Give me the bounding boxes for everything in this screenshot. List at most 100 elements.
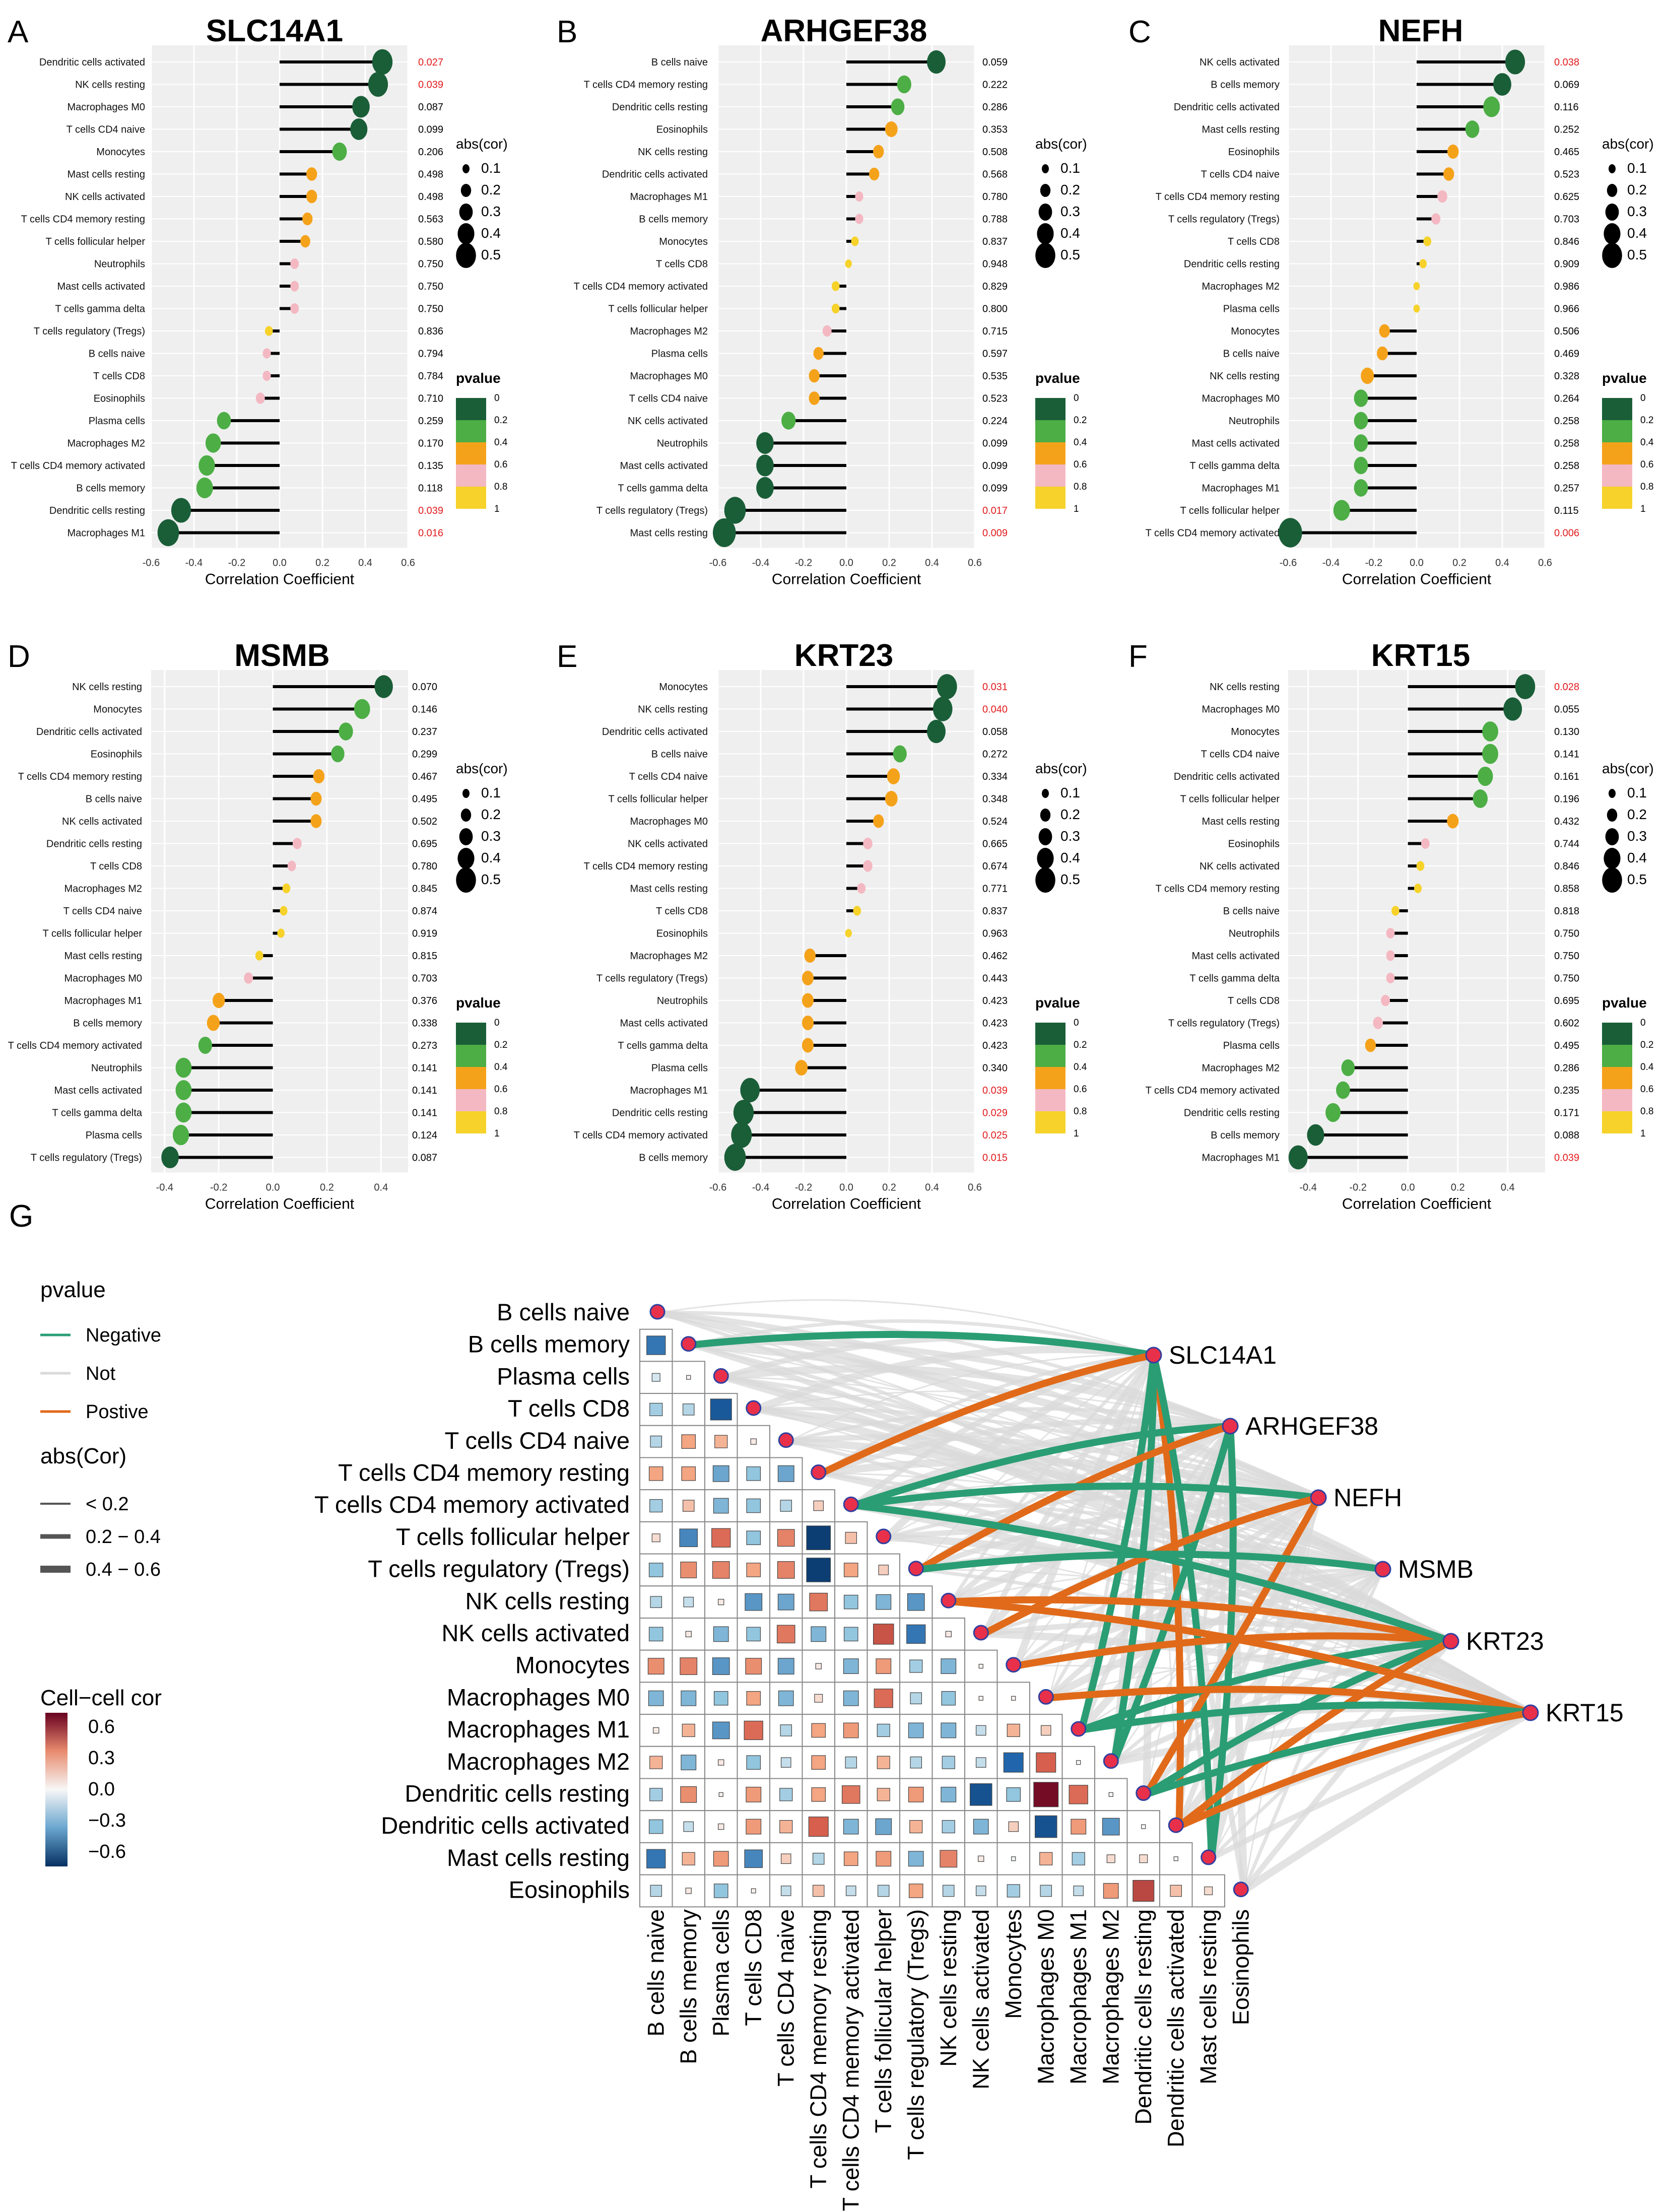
pvalue-label: 0.874: [412, 906, 437, 917]
heatmap-square: [1173, 1856, 1178, 1861]
pvalue-label: 0.523: [982, 393, 1008, 405]
heatmap-square: [649, 1499, 663, 1513]
x-tick-label: -0.2: [1365, 558, 1382, 569]
cell-node: [1136, 1785, 1152, 1801]
heatmap-square: [874, 1689, 893, 1708]
lollipop-dot: [855, 191, 863, 202]
abs-cor-legend-label: 0.4: [481, 225, 501, 241]
x-tick-label: 0.6: [968, 558, 982, 569]
lollipop-dot: [851, 236, 859, 246]
lollipop-dot: [255, 951, 263, 961]
cell-label: Macrophages M0: [630, 371, 708, 382]
pvalue-label: 0.070: [412, 682, 437, 693]
cell-label: NK cells activated: [62, 816, 142, 827]
heatmap-square: [942, 1756, 955, 1769]
row-label: B cells memory: [468, 1331, 630, 1358]
cell-label: T cells CD4 memory activated: [11, 460, 145, 472]
gene-label: NEFH: [1334, 1484, 1402, 1512]
heatmap-square: [779, 1820, 793, 1834]
pvalue-label: 0.058: [982, 726, 1008, 738]
heatmap-square: [1006, 1787, 1021, 1802]
heatmap-square: [908, 1884, 923, 1898]
edge-negative: [1145, 1709, 1531, 1798]
pvalue-legend-swatch: [1602, 420, 1632, 442]
pvalue-legend-title: pvalue: [1602, 995, 1647, 1011]
heatmap-square: [941, 1786, 957, 1802]
heatmap-square: [646, 1849, 666, 1868]
abs-cor-legend-dot: [1040, 184, 1051, 197]
cell-label: Dendritic cells resting: [49, 505, 145, 516]
pvalue-legend-label: 0.6: [1074, 1084, 1087, 1095]
lollipop-dot: [1413, 304, 1420, 313]
cell-label: T cells follicular helper: [609, 304, 708, 315]
heatmap-square: [680, 1562, 697, 1578]
heatmap-square: [718, 1792, 723, 1797]
abs-cor-legend-label: 0.3: [481, 204, 501, 219]
cell-node: [1233, 1882, 1249, 1898]
abs-cor-legend-dot: [1607, 184, 1618, 197]
pvalue-label: 0.750: [1554, 951, 1579, 962]
pvalue-label: 0.750: [418, 281, 443, 292]
lollipop-dot: [781, 412, 796, 430]
colorbar-tick: −0.6: [88, 1841, 126, 1862]
x-tick-label: -0.4: [156, 1182, 173, 1193]
lollipop-dot: [1431, 213, 1441, 225]
cell-label: Dendritic cells activated: [602, 726, 708, 738]
pvalue-legend-label: 0.8: [494, 1106, 507, 1117]
column-label: Dendritic cells activated: [1163, 1909, 1188, 2148]
pvalue-label: 0.116: [1554, 102, 1579, 113]
cell-label: NK cells activated: [65, 191, 145, 203]
pvalue-legend-label: 0.4: [1074, 437, 1087, 448]
lollipop-dot: [1386, 950, 1395, 961]
heatmap-square: [843, 1563, 858, 1577]
heatmap-square: [780, 1500, 792, 1512]
heatmap-square: [811, 1787, 826, 1802]
lollipop-dot: [756, 432, 774, 454]
cell-label: T cells regulatory (Tregs): [31, 1153, 142, 1164]
heatmap-square: [907, 1593, 925, 1611]
lollipop-dot: [804, 948, 816, 963]
abs-cor-legend-dot: [1038, 204, 1052, 221]
x-axis-label: Correlation Coefficient: [1342, 1196, 1492, 1213]
lollipop-dot: [1365, 1038, 1376, 1052]
pvalue-label: 0.146: [412, 704, 437, 715]
cell-label: T cells follicular helper: [43, 928, 143, 940]
pvalue-legend-label: 1: [1640, 504, 1646, 514]
cell-label: Macrophages M2: [67, 438, 145, 449]
abs-cor-legend-dot: [1035, 867, 1055, 893]
x-tick-label: -0.2: [795, 1182, 812, 1193]
row-label: Dendritic cells resting: [405, 1780, 630, 1807]
lollipop-dot: [306, 189, 317, 204]
pvalue-label: 0.286: [982, 102, 1008, 113]
cell-label: Eosinophils: [656, 928, 708, 940]
pvalue-label: 0.161: [1554, 771, 1579, 782]
row-label: Dendritic cells activated: [381, 1812, 630, 1839]
gene-node: [1310, 1489, 1327, 1506]
heatmap-square: [813, 1500, 824, 1511]
heatmap-square: [908, 1851, 924, 1867]
cell-label: Macrophages M2: [64, 884, 142, 895]
pvalue-label: 0.443: [982, 973, 1008, 984]
abs-cor-legend-dot: [1042, 164, 1049, 173]
pvalue-label: 0.118: [418, 483, 443, 494]
pvalue-label: 0.376: [412, 995, 437, 1007]
cell-node: [746, 1400, 762, 1416]
cell-label: Macrophages M0: [1202, 704, 1280, 715]
colorbar-tick: −0.3: [88, 1810, 126, 1831]
heatmap-square: [1071, 1819, 1087, 1835]
heatmap-square: [1076, 1760, 1081, 1765]
edge-negative: [1110, 1425, 1234, 1764]
heatmap-square: [648, 1466, 663, 1481]
pvalue-legend-label: 0.6: [1074, 459, 1087, 470]
column-label: Mast cells resting: [1195, 1909, 1221, 2085]
pvalue-legend-label: 0: [1640, 1018, 1646, 1028]
lollipop-dot: [1307, 1124, 1324, 1146]
network-legend-label: Not: [86, 1363, 116, 1384]
lollipop-panel-A: -0.6 -0.4 -0.2 0.0 0.2 0.4 0.6 Dendritic cells …: [8, 14, 508, 588]
heatmap-square: [681, 1466, 696, 1481]
cell-label: Monocytes: [1231, 726, 1280, 738]
lollipop-dot: [374, 675, 393, 698]
x-axis-label: Correlation Coefficient: [1342, 571, 1492, 588]
pvalue-label: 0.846: [1554, 236, 1579, 247]
cell-label: Macrophages M1: [64, 995, 142, 1007]
